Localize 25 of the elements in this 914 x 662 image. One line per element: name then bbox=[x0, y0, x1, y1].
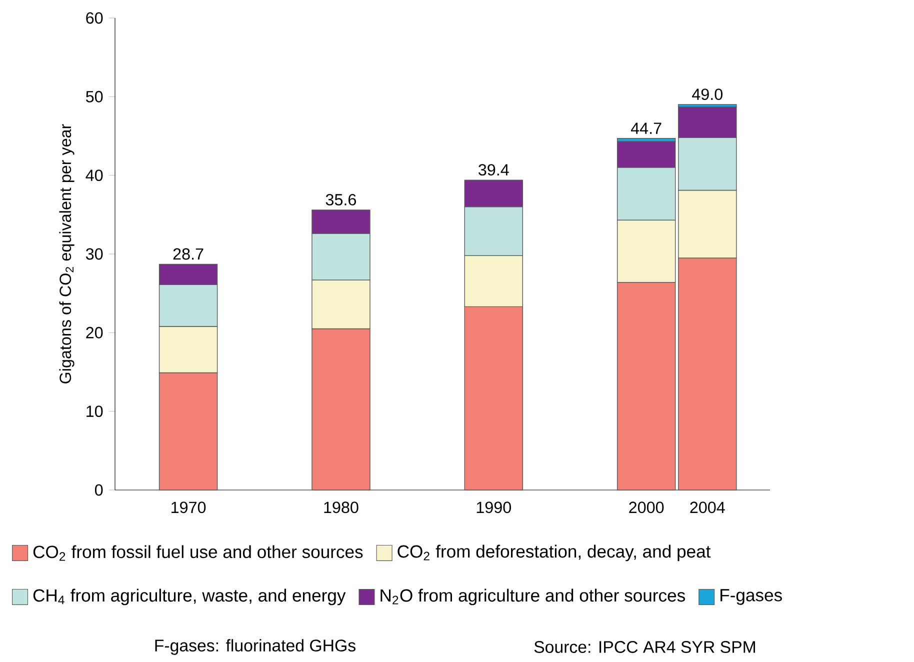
total-label: 49.0 bbox=[692, 88, 722, 100]
legend-label: CH$_{4}$ from agriculture, waste, and energy bbox=[33, 588, 346, 606]
y-tick-label: 50 bbox=[86, 90, 103, 102]
total-label: 44.7 bbox=[630, 122, 662, 134]
y-tick-label: 60 bbox=[86, 12, 103, 24]
total-label: 28.7 bbox=[173, 248, 204, 260]
y-tick-label: 0 bbox=[94, 484, 103, 496]
total-label: 39.4 bbox=[478, 164, 509, 176]
y-axis-title: Gigatons of CO$_{2}$ equivalent per year bbox=[59, 124, 74, 384]
legend-label: CO$_{2}$ from fossil fuel use and other sources bbox=[33, 545, 363, 561]
x-tick-label: 2000 bbox=[629, 502, 664, 514]
y-tick-label: 20 bbox=[86, 326, 103, 338]
x-tick-label: 2004 bbox=[690, 502, 725, 514]
x-tick-label: 1990 bbox=[476, 502, 511, 514]
legend-label: N$_{2}$O from agriculture and other sources bbox=[380, 588, 685, 606]
text: F-gases: fluorinated GHGs bbox=[155, 639, 356, 655]
x-tick-label: 1970 bbox=[172, 502, 206, 514]
legend-label: CO$_{2}$ from deforestation, decay, and peat bbox=[398, 544, 711, 562]
y-tick-label: 10 bbox=[86, 406, 103, 418]
source-note: Source: IPCC AR4 SYR SPM bbox=[534, 641, 755, 653]
legend-label: F-gases bbox=[720, 589, 782, 605]
y-tick-label: 30 bbox=[86, 248, 103, 260]
y-tick-label: 40 bbox=[86, 170, 103, 182]
x-tick-label: 1980 bbox=[324, 502, 358, 514]
total-label: 35.6 bbox=[326, 194, 356, 206]
